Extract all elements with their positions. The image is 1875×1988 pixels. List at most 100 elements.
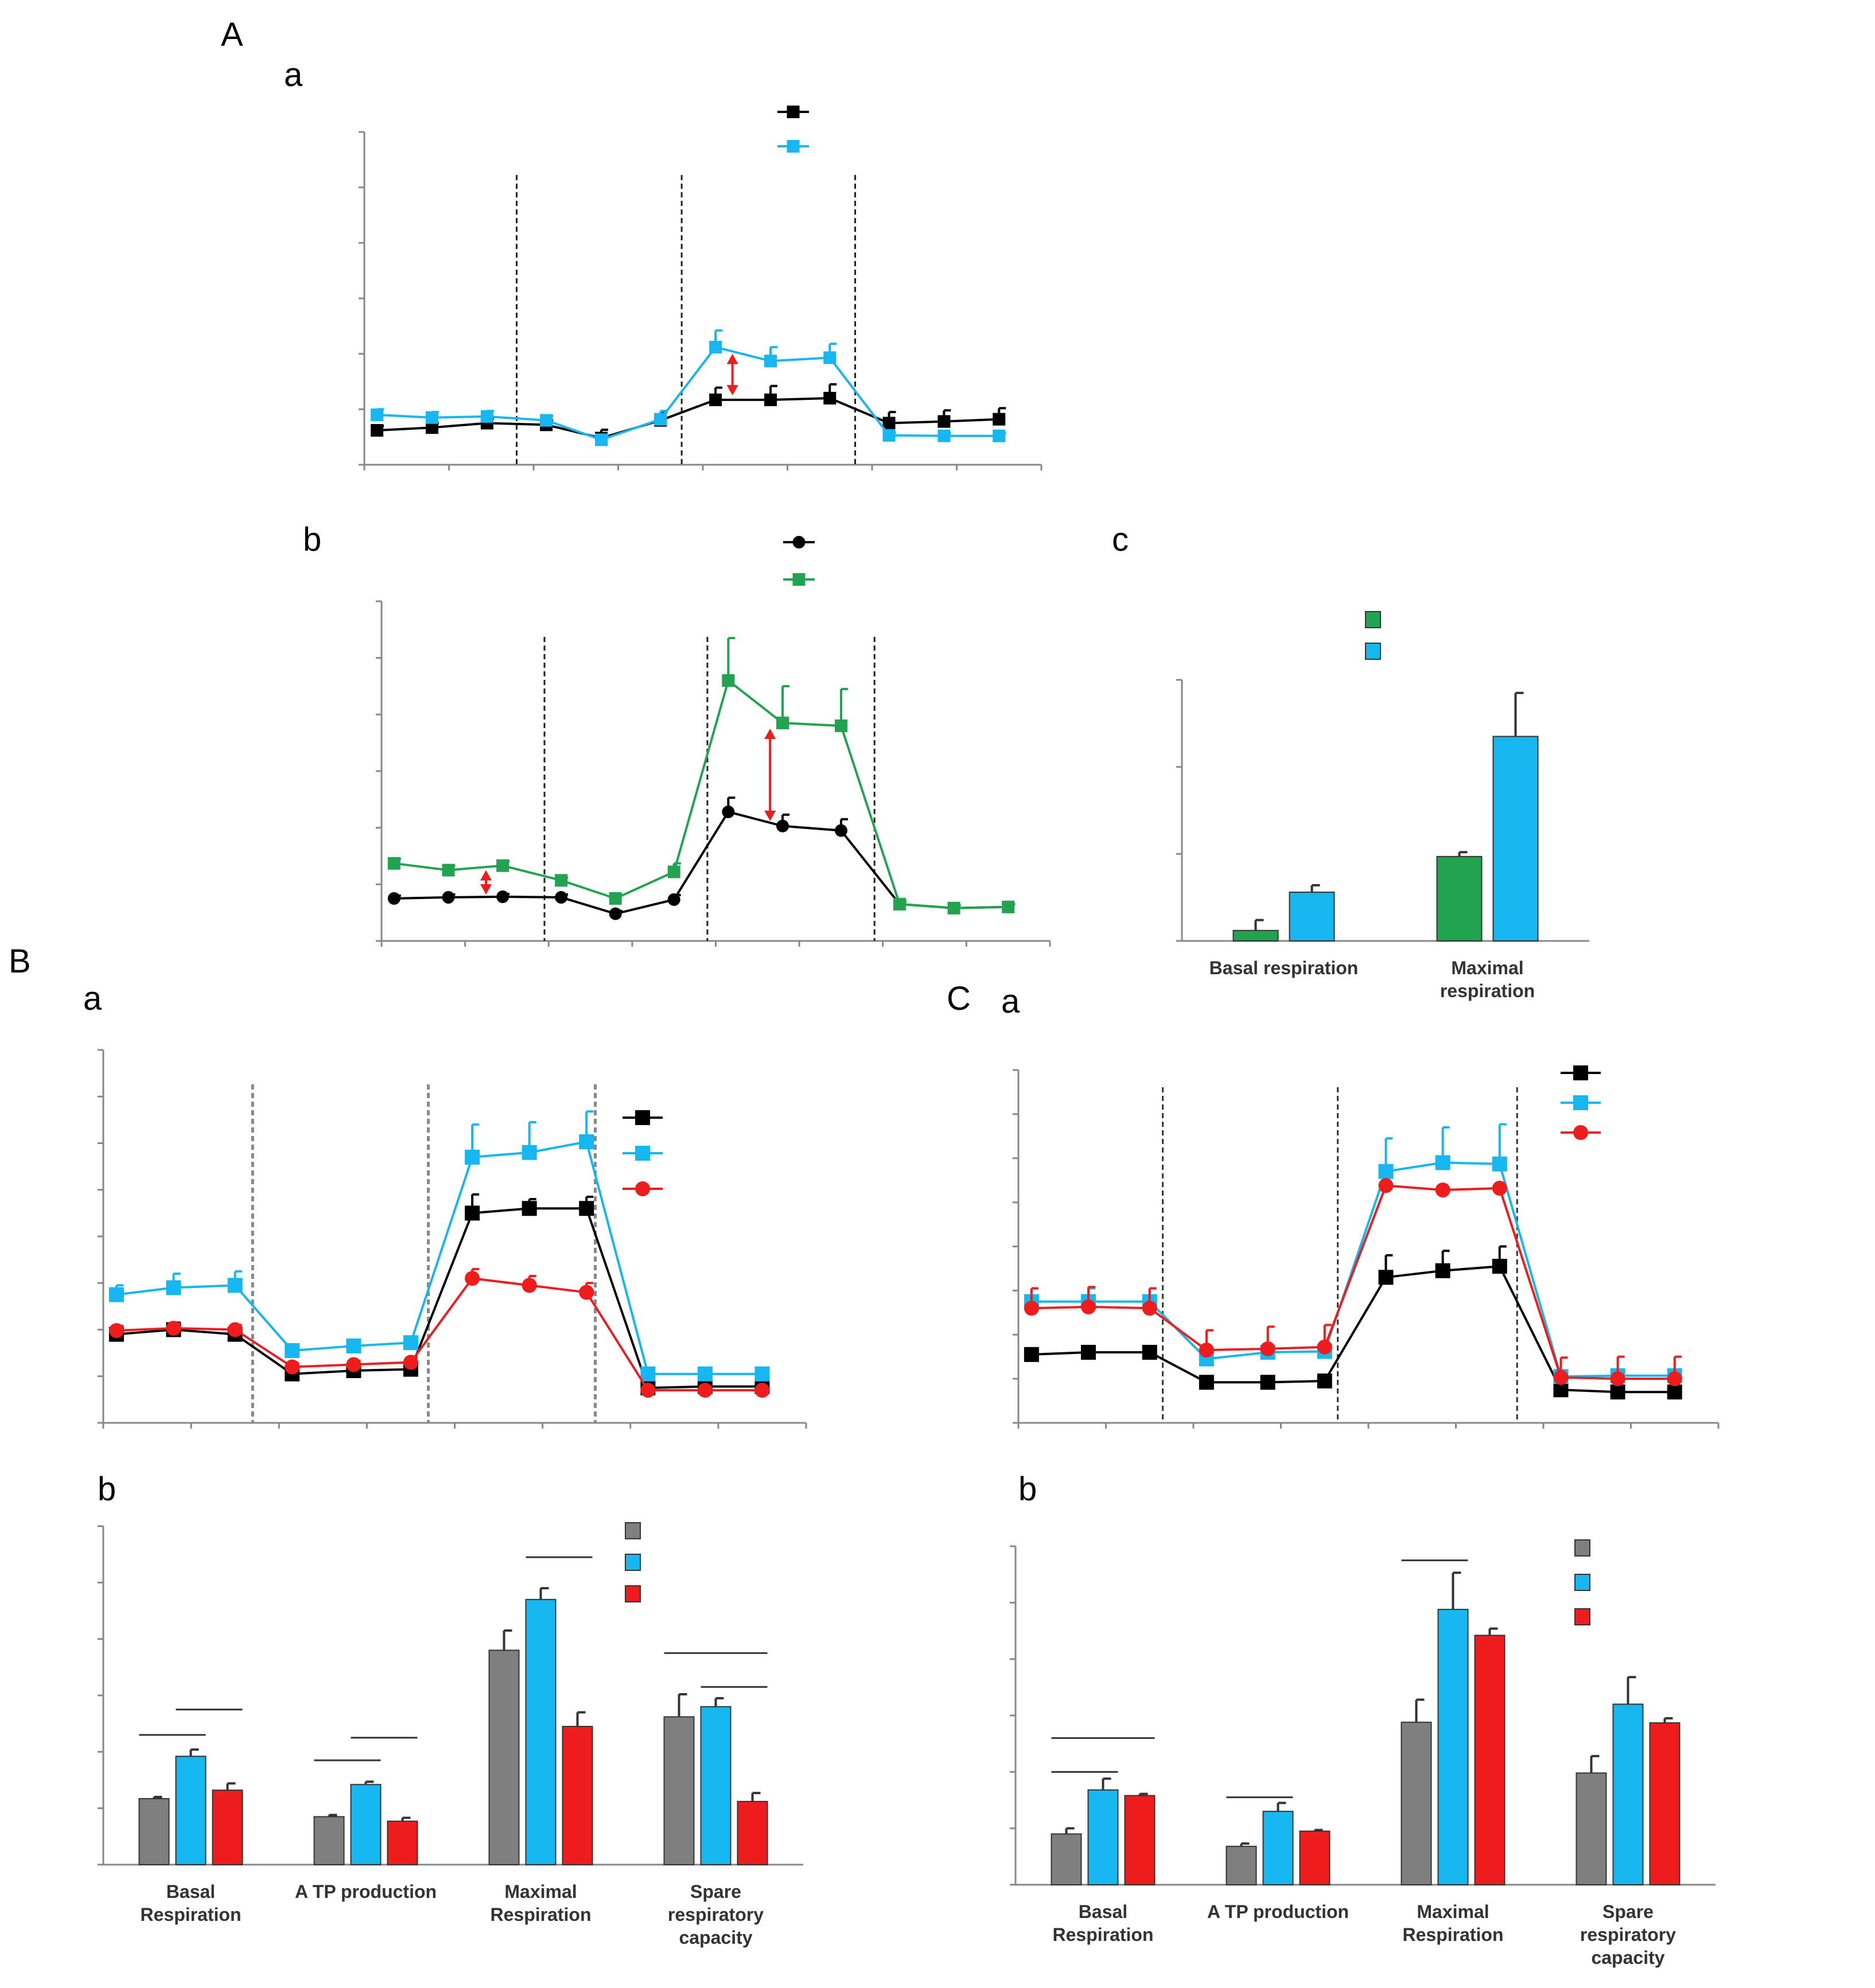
- chart-Ca-ocr-time-2dg: [1013, 1065, 1720, 1429]
- legend-swatch: [625, 1585, 641, 1602]
- series-line: [377, 345, 999, 441]
- data-point: [371, 424, 384, 437]
- bar: [1492, 736, 1539, 942]
- data-point: [722, 674, 735, 687]
- data-point: [1492, 1181, 1507, 1196]
- data-point: [166, 1280, 181, 1295]
- legend-swatch: [625, 1554, 641, 1571]
- bar: [1232, 929, 1279, 942]
- data-point: [1435, 1182, 1450, 1198]
- chart-Ac-change-exogenous-fas: Basal respiration Maximal respiration: [1176, 611, 1589, 1001]
- legend-marker: [787, 140, 800, 153]
- bar: [700, 1706, 732, 1866]
- bar: [1299, 1830, 1331, 1885]
- chart-Ba-ocr-time-eto: [98, 1049, 807, 1429]
- data-point: [938, 429, 951, 442]
- data-point: [1378, 1178, 1394, 1193]
- data-point: [823, 392, 837, 404]
- data-point: [465, 1205, 480, 1221]
- category-label: Maximal Respiration: [1402, 1901, 1503, 1945]
- data-point: [555, 874, 568, 887]
- data-point: [496, 890, 509, 904]
- bar: [138, 1798, 170, 1865]
- legend-swatch: [1574, 1574, 1590, 1591]
- data-point: [1435, 1155, 1450, 1170]
- legend-marker: [1573, 1065, 1588, 1080]
- chart-Ab-maturation-medium: [376, 536, 1051, 947]
- data-point: [579, 1285, 594, 1300]
- data-point: [1260, 1375, 1275, 1390]
- panel-label-B-a: a: [83, 980, 102, 1017]
- data-point: [1435, 1263, 1450, 1278]
- legend-marker: [1573, 1095, 1588, 1110]
- data-point: [1260, 1341, 1275, 1356]
- data-point: [579, 1201, 594, 1216]
- data-point: [1317, 1373, 1332, 1388]
- legend-marker: [635, 1181, 650, 1196]
- bar: [525, 1598, 557, 1865]
- data-point: [834, 719, 847, 733]
- data-point: [555, 891, 568, 904]
- series-line: [394, 678, 1009, 909]
- data-point: [776, 819, 789, 832]
- bar: [1124, 1795, 1156, 1885]
- data-point: [108, 1323, 124, 1339]
- category-label: A TP production: [295, 1881, 437, 1902]
- panel-label-C-b: b: [1018, 1470, 1037, 1508]
- series-line: [1031, 1184, 1675, 1380]
- series-line: [1031, 1265, 1675, 1394]
- data-point: [1002, 900, 1015, 913]
- series-line: [116, 1207, 763, 1390]
- bar: [1051, 1833, 1082, 1885]
- data-point: [227, 1322, 243, 1337]
- bar: [1612, 1703, 1644, 1885]
- data-point: [640, 1383, 656, 1398]
- bar: [488, 1649, 520, 1865]
- panel-label-C: C: [947, 980, 971, 1017]
- data-point: [882, 417, 896, 430]
- category-label: Spare respiratory capacity: [1580, 1901, 1676, 1968]
- data-point: [993, 429, 1006, 442]
- data-point: [1024, 1301, 1039, 1316]
- data-point: [893, 897, 906, 911]
- data-point: [1378, 1270, 1394, 1285]
- series-line: [1031, 1161, 1675, 1378]
- category-label: Basal respiration: [1209, 958, 1359, 978]
- panel-label-B: B: [9, 943, 31, 980]
- data-point: [823, 351, 837, 364]
- bar: [1262, 1811, 1294, 1886]
- panel-label-A-c: c: [1112, 521, 1129, 558]
- data-point: [667, 865, 680, 878]
- data-point: [1081, 1299, 1096, 1314]
- data-point: [776, 717, 789, 730]
- data-point: [764, 393, 777, 406]
- data-point: [709, 341, 722, 354]
- data-point: [426, 411, 438, 424]
- legend-swatch: [1365, 611, 1381, 628]
- bar: [1437, 1609, 1469, 1885]
- series-line: [116, 1277, 763, 1392]
- data-point: [722, 806, 735, 819]
- legend-swatch: [625, 1522, 641, 1539]
- data-point: [1610, 1384, 1625, 1400]
- data-point: [1142, 1345, 1157, 1360]
- bar: [350, 1784, 382, 1866]
- data-point: [993, 413, 1006, 426]
- legend-marker: [635, 1146, 650, 1161]
- data-point: [609, 907, 622, 920]
- arrow-head: [764, 729, 776, 739]
- panel-label-B-b: b: [98, 1470, 116, 1508]
- series-line: [116, 1140, 763, 1375]
- legend-marker: [787, 106, 800, 118]
- data-point: [1667, 1384, 1682, 1400]
- data-point: [882, 429, 896, 442]
- panel-label-C-a: a: [1001, 983, 1020, 1020]
- data-point: [667, 893, 680, 906]
- chart-Aa-control-medium: [359, 106, 1042, 470]
- bar: [313, 1816, 345, 1866]
- arrow-head: [726, 353, 738, 364]
- data-point: [938, 415, 951, 428]
- data-point: [540, 414, 553, 427]
- data-point: [442, 863, 455, 877]
- data-point: [465, 1271, 480, 1286]
